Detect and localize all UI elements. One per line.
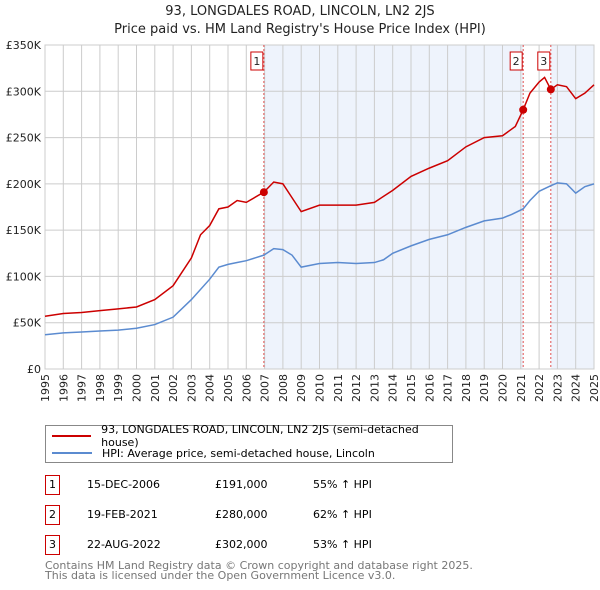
y-tick-label: £50K	[13, 317, 42, 330]
x-tick-label: 2001	[149, 374, 162, 402]
x-tick-label: 2014	[387, 374, 400, 402]
x-tick-label: 2006	[240, 374, 253, 402]
x-tick-label: 2005	[222, 374, 235, 402]
series-line	[44, 182, 595, 336]
x-tick-label: 2020	[497, 374, 510, 402]
x-tick-label: 2003	[185, 374, 198, 402]
sale-label-box	[509, 51, 523, 71]
y-tick-label: £200K	[6, 178, 42, 191]
x-tick-label: 2013	[368, 374, 381, 402]
x-tick-label: 2012	[350, 374, 363, 402]
price-chart: 1995 1996 1997 1998 1999 2000 2001 2002 2003 2004…	[6, 39, 600, 402]
y-tick-label: £300K	[6, 85, 42, 98]
sale-number: 2	[45, 505, 60, 525]
y-tick-label: £150K	[6, 224, 42, 237]
x-tick-label: 2016	[423, 374, 436, 402]
sale-hpi-change: 53% ↑ HPI	[313, 538, 372, 551]
x-tick-label: 1996	[57, 374, 70, 402]
x-tick-label: 2018	[460, 374, 473, 402]
x-tick-label: 2010	[314, 374, 327, 402]
sale-price: £191,000	[215, 478, 268, 491]
sale-label-box	[537, 51, 551, 71]
x-tick-label: 1997	[76, 374, 89, 402]
legend-blue-line	[52, 452, 92, 454]
x-tick-label: 2019	[478, 374, 491, 402]
legend: 93, LONGDALES ROAD, LINCOLN, LN2 2JS (se…	[45, 423, 453, 463]
sale-price: £280,000	[215, 508, 268, 521]
sale-label: 1	[253, 55, 260, 68]
sale-hpi-change: 55% ↑ HPI	[313, 478, 372, 491]
sale-point	[519, 105, 528, 114]
sale-label: 2	[513, 55, 520, 68]
series-line	[44, 76, 595, 317]
x-tick-label: 2015	[405, 374, 418, 402]
sale-label-box	[250, 51, 264, 71]
sale-date: 22-AUG-2022	[87, 538, 161, 551]
sale-date: 15-DEC-2006	[87, 478, 161, 491]
x-tick-label: 2002	[167, 374, 180, 402]
x-tick-label: 1999	[112, 374, 125, 402]
x-tick-label: 2017	[442, 374, 455, 402]
sale-date: 19-FEB-2021	[87, 508, 158, 521]
x-tick-label: 2007	[259, 374, 272, 402]
chart-title: 93, LONGDALES ROAD, LINCOLN, LN2 2JS	[165, 4, 435, 19]
plot-border	[44, 44, 595, 370]
x-tick-label: 2025	[588, 374, 600, 402]
y-tick-label: £350K	[6, 39, 42, 52]
sale-number: 1	[45, 475, 60, 495]
x-tick-label: 2009	[295, 374, 308, 402]
y-tick-label: £100K	[6, 270, 42, 283]
chart-subtitle: Price paid vs. HM Land Registry's House …	[114, 22, 486, 37]
x-tick-label: 2022	[533, 374, 546, 402]
footer: Contains HM Land Registry data © Crown c…	[45, 559, 473, 582]
y-tick-label: £0	[27, 363, 41, 376]
shade-region	[550, 45, 594, 369]
footer-line-2: This data is licensed under the Open Gov…	[45, 569, 396, 582]
x-tick-label: 2023	[551, 374, 564, 402]
footer-line-1: Contains HM Land Registry data © Crown c…	[45, 559, 473, 572]
legend-hpi: HPI: Average price, semi-detached house,…	[102, 446, 375, 460]
sale-row: 3 22-AUG-2022 £302,000 53% ↑ HPI	[45, 535, 465, 555]
x-tick-label: 2000	[131, 374, 144, 402]
sale-number: 3	[45, 535, 60, 555]
x-tick-label: 2021	[515, 374, 528, 402]
sale-hpi-change: 62% ↑ HPI	[313, 508, 372, 521]
shade-region	[263, 45, 524, 369]
x-tick-label: 1995	[39, 374, 52, 402]
x-tick-label: 1998	[94, 374, 107, 402]
x-tick-label: 2024	[570, 374, 583, 402]
x-tick-label: 2004	[204, 374, 217, 402]
sale-point	[546, 85, 555, 94]
sale-label: 3	[540, 55, 547, 68]
legend-property: 93, LONGDALES ROAD, LINCOLN, LN2 2JS (se…	[101, 423, 419, 449]
y-tick-label: £250K	[6, 132, 42, 145]
x-tick-label: 2011	[332, 374, 345, 402]
sale-price: £302,000	[215, 538, 268, 551]
legend-red-line	[52, 435, 92, 437]
x-tick-label: 2008	[277, 374, 290, 402]
sale-row: 2 19-FEB-2021 £280,000 62% ↑ HPI	[45, 505, 465, 525]
sale-point	[259, 188, 268, 197]
sale-row: 1 15-DEC-2006 £191,000 55% ↑ HPI	[45, 475, 465, 495]
